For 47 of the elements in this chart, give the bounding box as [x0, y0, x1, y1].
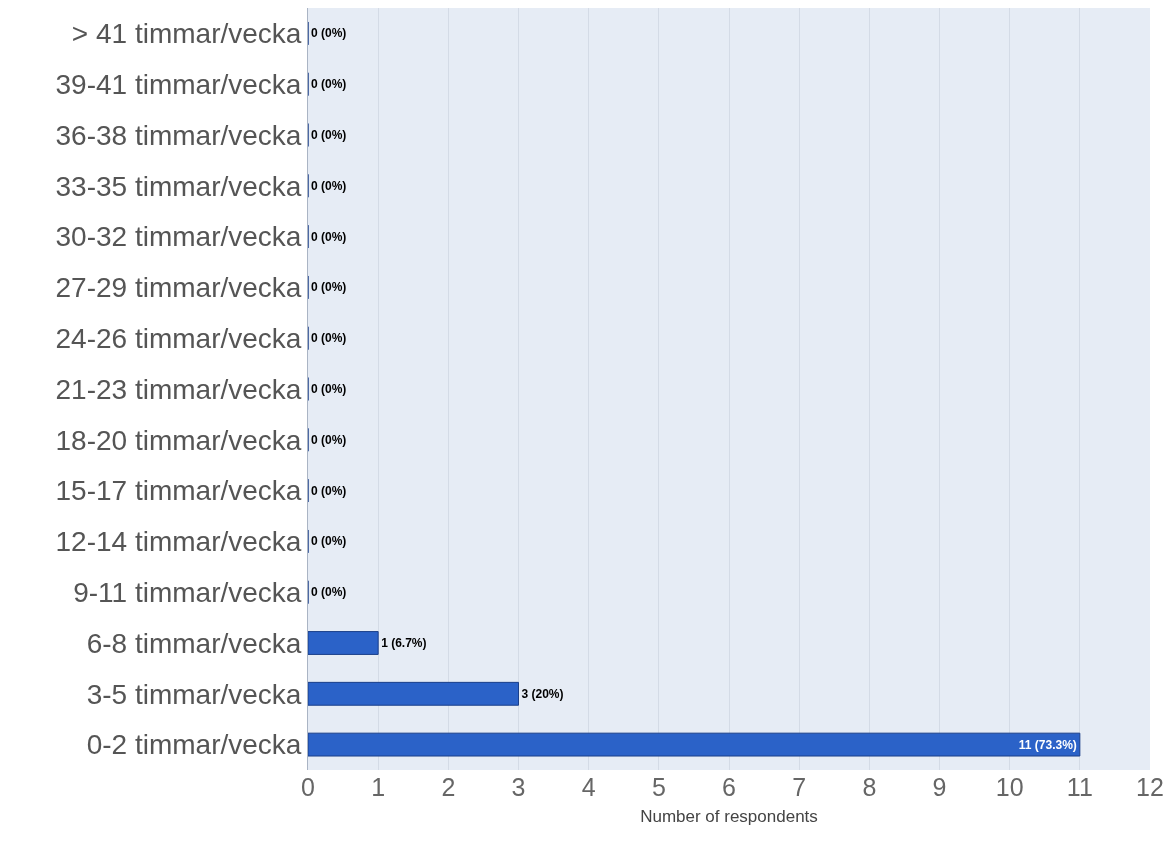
y-tick-label: 12-14 timmar/vecka: [55, 526, 302, 558]
bar: [308, 631, 379, 655]
y-tick-label: > 41 timmar/vecka: [71, 18, 302, 50]
x-tick-label: 3: [511, 773, 526, 801]
x-tick-label: 0: [301, 773, 315, 801]
x-tick-label: 10: [995, 773, 1024, 801]
y-tick-label: 30-32 timmar/vecka: [55, 221, 302, 253]
data-label: 1 (6.7%): [381, 636, 427, 650]
x-tick-label: 4: [581, 773, 596, 801]
data-label: 0 (0%): [311, 229, 347, 244]
y-tick-label: 6-8 timmar/vecka: [86, 627, 302, 659]
x-tick-label: 1: [371, 773, 386, 801]
y-tick-label: 3-5 timmar/vecka: [86, 678, 302, 710]
bar: [308, 732, 1081, 757]
data-label: 0 (0%): [311, 77, 347, 92]
bar: [308, 681, 519, 706]
x-tick-label: 11: [1066, 773, 1093, 801]
y-tick-label: 24-26 timmar/vecka: [55, 323, 302, 354]
y-tick-label: 33-35 timmar/vecka: [55, 170, 302, 202]
x-tick-label: 9: [932, 773, 947, 801]
y-tick-label: 39-41 timmar/vecka: [55, 69, 302, 100]
x-tick-label: 2: [441, 773, 456, 801]
y-tick-label: 21-23 timmar/vecka: [55, 373, 302, 405]
x-tick-label: 7: [792, 773, 807, 801]
y-tick-label: 36-38 timmar/vecka: [55, 119, 302, 151]
x-axis-title: Number of respondents: [640, 807, 818, 827]
data-label: 0 (0%): [311, 483, 347, 498]
data-label: 0 (0%): [311, 382, 347, 396]
x-tick-label: 6: [722, 773, 736, 801]
y-tick-label: 15-17 timmar/vecka: [55, 475, 302, 507]
y-tick-label: 18-20 timmar/vecka: [55, 424, 302, 456]
data-label: 0 (0%): [311, 128, 347, 142]
y-tick-label: 9-11 timmar/vecka: [73, 577, 302, 608]
data-label: 3 (20%): [521, 686, 564, 701]
data-label: 0 (0%): [311, 331, 347, 346]
y-tick-label: 27-29 timmar/vecka: [55, 272, 302, 304]
y-tick-label: 0-2 timmar/vecka: [86, 729, 302, 761]
data-label: 0 (0%): [311, 178, 347, 193]
data-label: 0 (0%): [311, 585, 347, 600]
data-label: 0 (0%): [311, 280, 347, 295]
x-tick-label: 8: [862, 773, 877, 801]
x-tick-label: 12: [1136, 773, 1164, 801]
x-tick-label: 5: [651, 773, 666, 801]
data-label: 0 (0%): [311, 534, 347, 549]
data-label: 0 (0%): [311, 432, 347, 447]
data-label: 11 (73.3%): [1018, 737, 1077, 752]
data-label: 0 (0%): [311, 26, 347, 41]
